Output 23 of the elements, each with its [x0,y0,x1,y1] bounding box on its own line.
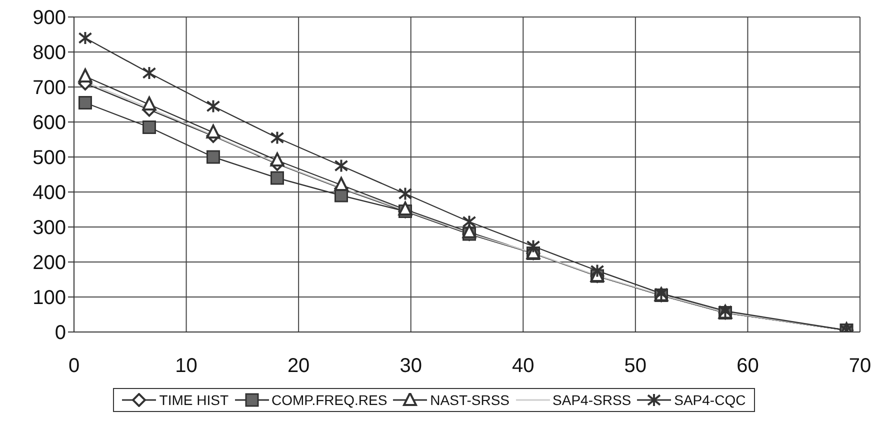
y-tick-label: 200 [32,252,66,274]
y-tick-label: 0 [54,322,66,344]
x-tick-label: 60 [736,355,759,378]
x-tick-label: 10 [175,355,198,378]
x-tick-label: 40 [512,355,534,378]
x-tick-label: 70 [848,355,872,378]
y-tick-label: 400 [32,182,66,204]
y-tick-label: 600 [32,112,66,134]
legend-label: NAST-SRSS [430,392,510,408]
legend-label: COMP.FREQ.RES [272,392,388,408]
x-tick-label: 50 [624,355,647,378]
legend-label: TIME HIST [159,392,229,408]
y-tick-label: 500 [32,147,66,170]
y-tick-label: 100 [32,287,66,310]
x-tick-label: 0 [68,355,80,378]
legend-label: SAP4-CQC [674,392,746,408]
y-tick-label: 800 [32,42,66,64]
y-tick-label: 300 [32,217,66,240]
y-tick-label: 700 [32,77,66,100]
x-tick-label: 30 [400,355,422,378]
x-tick-label: 20 [287,355,310,378]
legend-label: SAP4-SRSS [552,392,632,408]
y-tick-label: 900 [32,7,66,30]
